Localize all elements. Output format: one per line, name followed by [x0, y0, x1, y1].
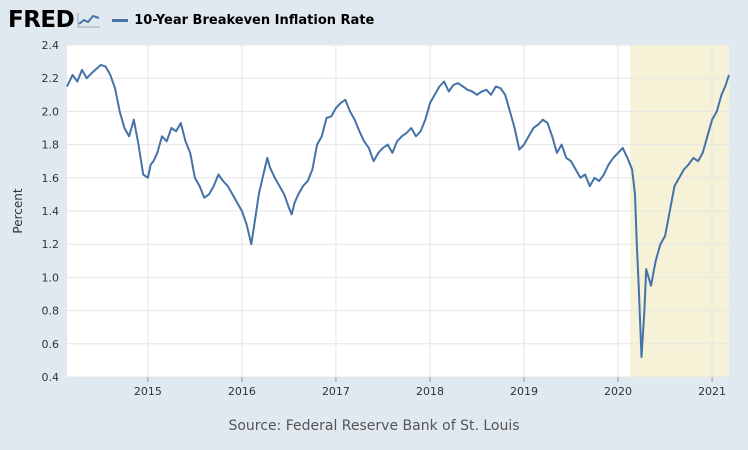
- y-tick-label: 2.2: [42, 72, 60, 85]
- chart-header: FRED 10-Year Breakeven Inflation Rate: [8, 6, 374, 34]
- chart-line-icon: [76, 11, 103, 29]
- y-tick-label: 1.4: [42, 205, 60, 218]
- series-line-0: [66, 63, 730, 359]
- y-tick-label: 0.4: [42, 371, 60, 384]
- y-tick-label: 0.8: [42, 305, 60, 318]
- x-tick-label: 2020: [604, 385, 632, 398]
- legend-line-swatch: [112, 18, 129, 22]
- y-tick-label: 1.8: [42, 139, 60, 152]
- y-tick-label: 2.0: [42, 105, 60, 118]
- series-title: 10-Year Breakeven Inflation Rate: [134, 12, 375, 28]
- y-axis-label: Percent: [11, 188, 25, 233]
- x-tick-label: 2015: [134, 385, 162, 398]
- x-tick-label: 2019: [510, 385, 538, 398]
- y-tick-label: 1.2: [42, 238, 60, 251]
- y-tick-label: 0.6: [42, 338, 60, 351]
- source-credit: Source: Federal Reserve Bank of St. Loui…: [228, 418, 520, 434]
- x-tick-label: 2016: [228, 385, 256, 398]
- x-tick-label: 2017: [322, 385, 350, 398]
- x-tick-label: 2021: [698, 385, 726, 398]
- y-tick-label: 1.6: [42, 172, 60, 185]
- y-tick-label: 1.0: [42, 271, 60, 284]
- fred-logo[interactable]: FRED: [8, 6, 75, 33]
- y-tick-label: 2.4: [42, 39, 60, 52]
- x-tick-label: 2018: [416, 385, 444, 398]
